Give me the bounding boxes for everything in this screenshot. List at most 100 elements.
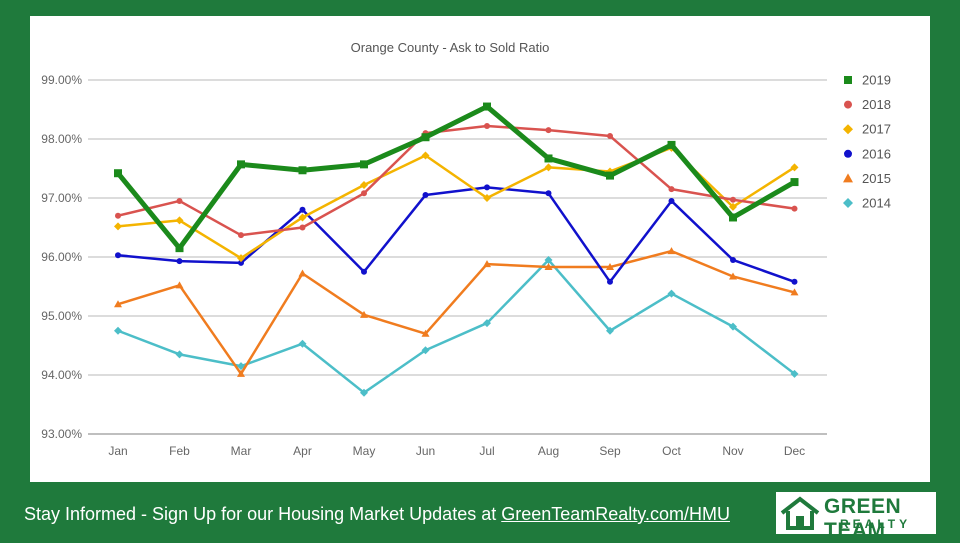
data-point — [544, 154, 553, 163]
data-point — [360, 388, 368, 397]
series-line — [117, 146, 796, 260]
y-tick-label: 96.00% — [41, 250, 82, 264]
series-2017 — [114, 143, 799, 263]
legend-label: 2014 — [862, 196, 891, 211]
data-point — [791, 278, 798, 285]
data-point — [422, 192, 429, 199]
data-point — [667, 289, 676, 298]
y-tick-label: 95.00% — [41, 309, 82, 323]
data-point — [175, 281, 184, 289]
data-point — [361, 190, 367, 197]
line-chart: Orange County - Ask to Sold Ratio 93.00%… — [41, 40, 891, 458]
legend-item-2014[interactable]: 2014 — [843, 196, 891, 211]
series-line — [117, 249, 795, 376]
legend-item-2019[interactable]: 2019 — [844, 73, 891, 88]
legend-marker — [843, 198, 853, 208]
data-point — [544, 255, 553, 264]
x-tick-label: Aug — [538, 444, 559, 458]
data-point — [790, 178, 799, 187]
x-tick-label: Apr — [293, 444, 312, 458]
data-point — [175, 216, 184, 225]
legend-item-2016[interactable]: 2016 — [844, 146, 891, 161]
x-tick-label: Jan — [108, 444, 127, 458]
series-2019 — [114, 102, 799, 253]
y-tick-label: 99.00% — [41, 73, 82, 87]
data-point — [298, 269, 307, 277]
series-2014 — [114, 255, 799, 397]
data-point — [176, 258, 183, 265]
series-line — [117, 124, 795, 237]
data-point — [483, 260, 491, 268]
data-point — [607, 133, 613, 140]
legend-marker — [843, 124, 853, 135]
legend-marker — [843, 173, 853, 183]
series-2016 — [115, 184, 798, 285]
house-icon — [780, 496, 820, 530]
data-point — [114, 300, 122, 308]
footer-cta: Stay Informed - Sign Up for our Housing … — [24, 504, 730, 525]
data-point — [729, 213, 737, 222]
legend-item-2018[interactable]: 2018 — [844, 97, 891, 112]
series-line — [117, 258, 796, 394]
data-point — [791, 205, 798, 212]
data-point — [667, 140, 676, 149]
data-point — [667, 247, 676, 255]
data-point — [421, 329, 430, 337]
data-point — [360, 160, 368, 169]
gridlines — [88, 79, 827, 435]
legend-marker — [844, 100, 852, 109]
data-point — [545, 190, 552, 197]
series-layer — [114, 102, 799, 397]
data-point — [668, 197, 675, 204]
data-point — [237, 254, 245, 263]
data-point — [299, 206, 306, 213]
data-point — [298, 213, 307, 222]
x-tick-label: May — [353, 444, 376, 458]
data-point — [606, 326, 614, 335]
x-tick-label: Dec — [784, 444, 805, 458]
data-point — [360, 310, 368, 318]
legend-label: 2018 — [862, 97, 891, 112]
data-point — [607, 278, 613, 285]
data-point — [544, 263, 553, 271]
legend-label: 2016 — [862, 146, 891, 161]
data-point — [114, 222, 122, 231]
brand-logo[interactable]: GREEN TEAM REALTY — [776, 492, 936, 542]
legend-item-2017[interactable]: 2017 — [843, 122, 891, 137]
data-point — [298, 339, 307, 348]
x-tick-label: Feb — [169, 444, 190, 458]
y-tick-label: 94.00% — [41, 368, 82, 382]
data-point — [175, 350, 184, 359]
x-tick-label: Sep — [599, 444, 621, 458]
data-point — [729, 322, 737, 331]
x-tick-label: Jul — [479, 444, 494, 458]
data-point — [237, 160, 245, 169]
y-tick-label: 97.00% — [41, 191, 82, 205]
data-point — [237, 362, 245, 371]
y-axis: 93.00% 94.00% 95.00% 96.00% 97.00% 98.00% 99.0… — [41, 73, 82, 441]
series-2018 — [115, 123, 798, 239]
data-point — [360, 181, 368, 190]
legend[interactable]: 2019 2018 2017 2016 2015 2014 — [843, 73, 891, 211]
legend-marker — [844, 76, 852, 84]
data-point — [545, 127, 552, 134]
y-tick-label: 93.00% — [41, 427, 82, 441]
series-2015 — [114, 247, 799, 377]
legend-label: 2017 — [862, 122, 891, 137]
data-point — [730, 256, 736, 263]
data-point — [114, 326, 122, 335]
legend-label: 2015 — [862, 171, 891, 186]
data-point — [175, 244, 184, 253]
chart-panel: Orange County - Ask to Sold Ratio 93.00%… — [30, 16, 930, 482]
signup-link[interactable]: GreenTeamRealty.com/HMU — [501, 504, 730, 524]
data-point — [790, 288, 799, 296]
data-point — [729, 272, 737, 280]
data-point — [484, 123, 490, 130]
data-point — [299, 224, 306, 231]
data-point — [115, 252, 121, 259]
data-point — [606, 263, 614, 271]
data-point — [238, 232, 244, 239]
x-tick-label: Jun — [416, 444, 435, 458]
data-point — [115, 212, 121, 219]
legend-item-2015[interactable]: 2015 — [843, 171, 891, 186]
